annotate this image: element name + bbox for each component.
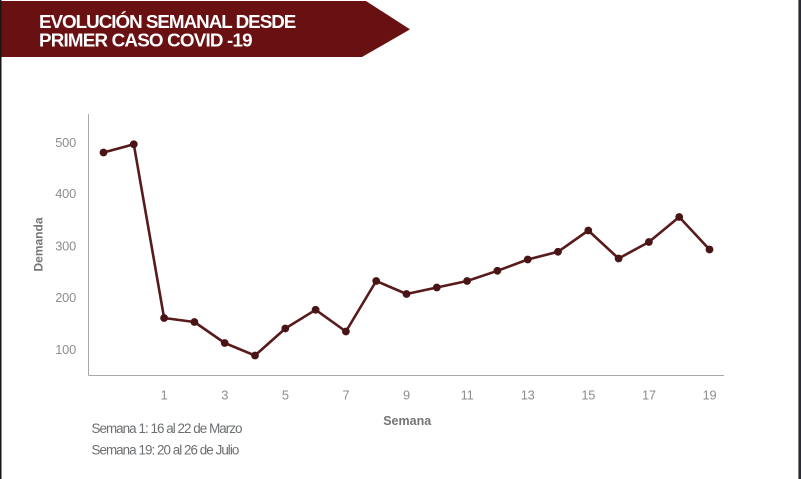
- svg-text:Demanda: Demanda: [32, 217, 46, 271]
- svg-text:100: 100: [55, 342, 76, 357]
- svg-text:3: 3: [221, 387, 228, 402]
- svg-text:11: 11: [461, 387, 474, 402]
- svg-text:200: 200: [55, 290, 76, 305]
- svg-text:EVOLUCIÓN SEMANAL DESDE: EVOLUCIÓN SEMANAL DESDE: [39, 11, 296, 32]
- svg-text:9: 9: [403, 387, 410, 402]
- svg-text:5: 5: [282, 387, 289, 402]
- svg-text:400: 400: [55, 186, 76, 201]
- svg-text:1: 1: [161, 387, 168, 402]
- svg-text:15: 15: [581, 387, 595, 402]
- svg-text:Semana 19: 20 al 26 de Julio: Semana 19: 20 al 26 de Julio: [92, 443, 239, 458]
- svg-text:17: 17: [642, 387, 656, 402]
- svg-text:500: 500: [55, 135, 76, 150]
- svg-text:19: 19: [703, 387, 717, 402]
- svg-text:PRIMER CASO COVID -19: PRIMER CASO COVID -19: [39, 29, 252, 50]
- svg-text:13: 13: [521, 387, 535, 402]
- svg-text:7: 7: [342, 387, 349, 402]
- svg-text:Semana 1: 16 al 22 de Marzo: Semana 1: 16 al 22 de Marzo: [92, 421, 243, 436]
- svg-text:300: 300: [55, 238, 76, 253]
- svg-text:Semana: Semana: [383, 414, 432, 428]
